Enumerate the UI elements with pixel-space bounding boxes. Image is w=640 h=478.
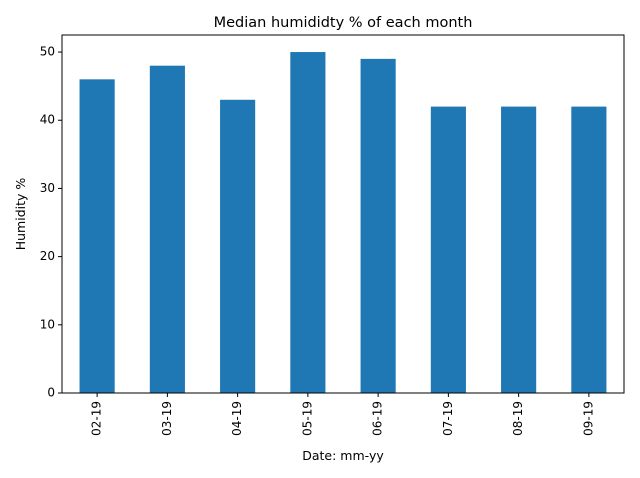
chart-title: Median humididty % of each month — [214, 15, 473, 31]
x-tick-label: 09-19 — [581, 401, 595, 436]
bar-09-19 — [571, 106, 607, 393]
x-tick-label: 07-19 — [441, 401, 455, 436]
bar-03-19 — [149, 65, 185, 393]
y-tick-label: 20 — [40, 249, 55, 263]
x-tick-label: 08-19 — [511, 401, 525, 436]
x-tick-label: 04-19 — [230, 401, 244, 436]
y-axis: 0 10 20 30 40 50 — [40, 45, 62, 400]
y-axis-label: Humidity % — [13, 178, 28, 251]
bar-02-19 — [79, 79, 115, 394]
x-tick-label: 03-19 — [160, 401, 174, 436]
x-axis-label: Date: mm-yy — [302, 448, 384, 463]
x-tick-label: 05-19 — [300, 401, 314, 436]
plot-frame — [61, 34, 625, 394]
bar-07-19 — [430, 106, 466, 393]
x-tick-label: 02-19 — [90, 401, 104, 436]
x-tick-label: 06-19 — [371, 401, 385, 436]
bar-08-19 — [501, 106, 537, 393]
y-tick-label: 50 — [40, 45, 55, 59]
y-tick-label: 0 — [47, 386, 55, 400]
bar-05-19 — [290, 52, 326, 394]
x-axis: 02-19 03-19 04-19 05-19 06-19 07-19 08-19 09-19 — [90, 393, 595, 436]
bar-04-19 — [220, 99, 256, 394]
y-tick-label: 10 — [40, 317, 55, 331]
y-tick-label: 30 — [40, 181, 55, 195]
bar-06-19 — [360, 58, 396, 393]
bars-group — [79, 52, 607, 394]
y-tick-label: 40 — [40, 113, 55, 127]
